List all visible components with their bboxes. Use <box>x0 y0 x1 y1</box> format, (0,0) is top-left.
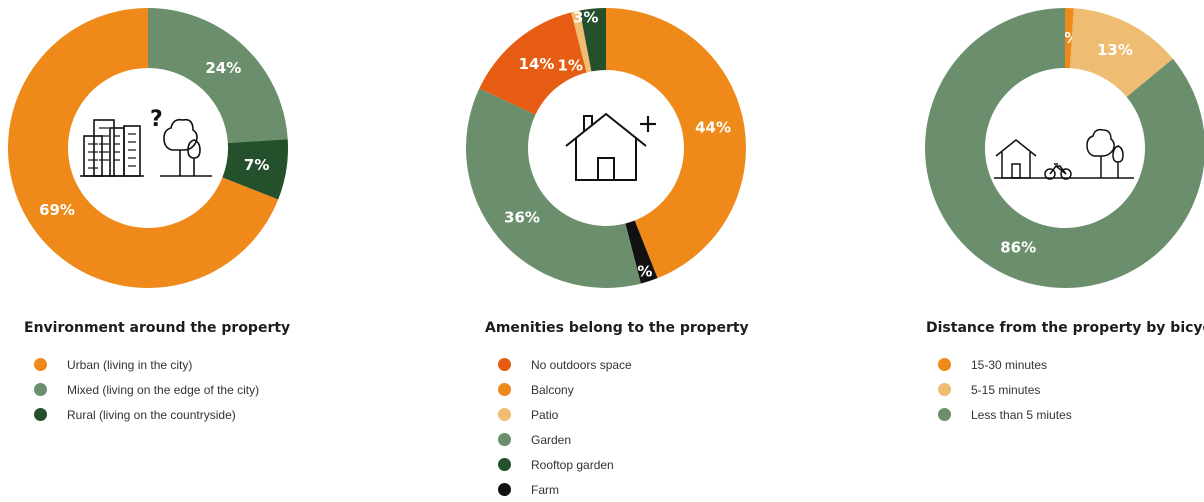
legend-item: Garden <box>498 427 632 452</box>
slice-label-no_outdoors: 14% <box>519 55 555 73</box>
chart-panel-environment: 24% 7% 69% ? Environment around the proper… <box>0 0 300 493</box>
legend-swatch <box>498 358 511 371</box>
legend-swatch <box>938 358 951 371</box>
legend-distance: 15-30 minutes 5-15 minutes Less than 5 miu… <box>938 352 1072 427</box>
legend-amenities: No outdoors space Balcony Patio Garden Rooft… <box>498 352 632 502</box>
legend-label: Rooftop garden <box>531 457 614 472</box>
slice-urban <box>8 8 279 288</box>
slice-patio <box>571 10 592 73</box>
slice-label-urban: 69% <box>39 201 75 219</box>
slice-rural <box>222 139 288 200</box>
donut-chart-amenities: 44%2%36%14% 1%3% <box>465 8 746 289</box>
legend-item: Balcony <box>498 377 632 402</box>
slice-farm <box>625 220 658 284</box>
donut-chart-environment: 24% 7% 69% <box>8 8 288 288</box>
chart-panel-distance: 1% 13% 86% Distance from the property by b… <box>920 0 1204 493</box>
legend-label: Rural (living on the countryside) <box>67 407 236 422</box>
legend-item: No outdoors space <box>498 352 632 377</box>
legend-label: 5-15 minutes <box>971 382 1041 397</box>
slice-label-patio: 1% <box>557 57 582 75</box>
donut-chart-distance: 1%13%86% <box>925 8 1204 288</box>
legend-item: 15-30 minutes <box>938 352 1072 377</box>
legend-label: Less than 5 miutes <box>971 407 1072 422</box>
legend-swatch <box>498 483 511 496</box>
slice-garden <box>465 88 641 289</box>
chart-title-environment: Environment around the property <box>24 320 291 336</box>
slice-label-garden: 36% <box>504 208 540 226</box>
slice-label-min5_15: 13% <box>1097 41 1133 59</box>
slice-balcony <box>606 8 746 279</box>
legend-label: Balcony <box>531 382 574 397</box>
legend-label: Urban (living in the city) <box>67 357 193 372</box>
legend-label: 15-30 minutes <box>971 357 1048 372</box>
legend-swatch <box>498 458 511 471</box>
slice-label-rural: 7% <box>244 156 269 174</box>
legend-item: Rooftop garden <box>498 452 632 477</box>
chart-title-amenities: Amenities belong to the property <box>485 320 749 336</box>
legend-swatch <box>498 383 511 396</box>
house-plus-icon <box>565 112 656 181</box>
chart-panel-amenities: 44% 2% 36% 14% 1% 3% Amenities belong to the … <box>460 0 760 497</box>
legend-item: Mixed (living on the edge of the city) <box>34 377 259 402</box>
slice-rooftop <box>579 8 606 72</box>
slice-label-mixed: 24% <box>205 59 241 77</box>
legend-swatch <box>938 408 951 421</box>
legend-item: Rural (living on the countryside) <box>34 402 259 427</box>
legend-item: Patio <box>498 402 632 427</box>
legend-swatch <box>34 358 47 371</box>
legend-label: Farm <box>531 482 559 497</box>
legend-swatch <box>34 383 47 396</box>
house-bicycle-trees-icon <box>994 128 1134 180</box>
slice-no_outdoors <box>479 12 587 115</box>
slice-label-rooftop: 3% <box>573 8 598 26</box>
slice-label-less5: 86% <box>1000 239 1036 257</box>
legend-environment: Urban (living in the city) Mixed (living … <box>34 352 259 427</box>
legend-swatch <box>938 383 951 396</box>
svg-text:?: ? <box>150 107 163 132</box>
city-or-nature-icon: ? <box>80 107 212 177</box>
legend-label: No outdoors space <box>531 357 632 372</box>
slice-min5_15 <box>1070 8 1173 98</box>
slice-mixed <box>148 8 288 143</box>
legend-label: Mixed (living on the edge of the city) <box>67 382 260 397</box>
legend-item: 5-15 minutes <box>938 377 1072 402</box>
legend-label: Garden <box>531 432 572 447</box>
legend-swatch <box>34 408 47 421</box>
legend-swatch <box>498 433 511 446</box>
legend-swatch <box>498 408 511 421</box>
legend-item: Urban (living in the city) <box>34 352 259 377</box>
slice-label-balcony: 44% <box>695 119 731 137</box>
legend-item: Farm <box>498 477 632 502</box>
slice-less5 <box>925 8 1204 288</box>
legend-label: Patio <box>531 407 559 422</box>
chart-title-distance: Distance from the property by bicycle <box>926 320 1204 336</box>
slice-min15_30 <box>1065 8 1074 69</box>
legend-item: Less than 5 miutes <box>938 402 1072 427</box>
